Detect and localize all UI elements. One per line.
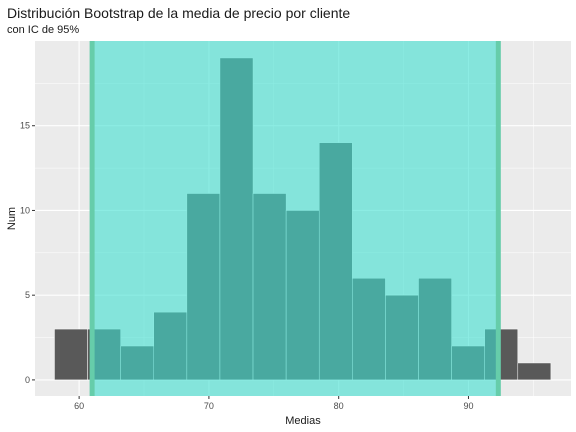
chart-title: Distribución Bootstrap de la media de pr…	[7, 5, 351, 21]
confidence-interval-band	[92, 41, 499, 396]
x-tick-label: 70	[204, 401, 214, 411]
y-tick-label: 15	[20, 121, 30, 131]
histogram-bar	[517, 362, 552, 381]
y-axis-ticks: 0 5 10 15	[20, 121, 35, 385]
chart-subtitle: con IC de 95%	[7, 24, 80, 36]
y-tick-label: 5	[25, 290, 30, 300]
y-tick-label: 10	[20, 205, 30, 215]
y-tick-label: 0	[25, 375, 30, 385]
histogram-bar	[54, 328, 88, 381]
x-tick-label: 80	[334, 401, 344, 411]
x-axis-title: Medias	[285, 415, 321, 427]
y-axis-title: Num	[6, 207, 18, 230]
x-tick-label: 90	[463, 401, 473, 411]
x-tick-label: 60	[74, 401, 84, 411]
x-axis-ticks: 60 70 80 90	[74, 396, 473, 411]
